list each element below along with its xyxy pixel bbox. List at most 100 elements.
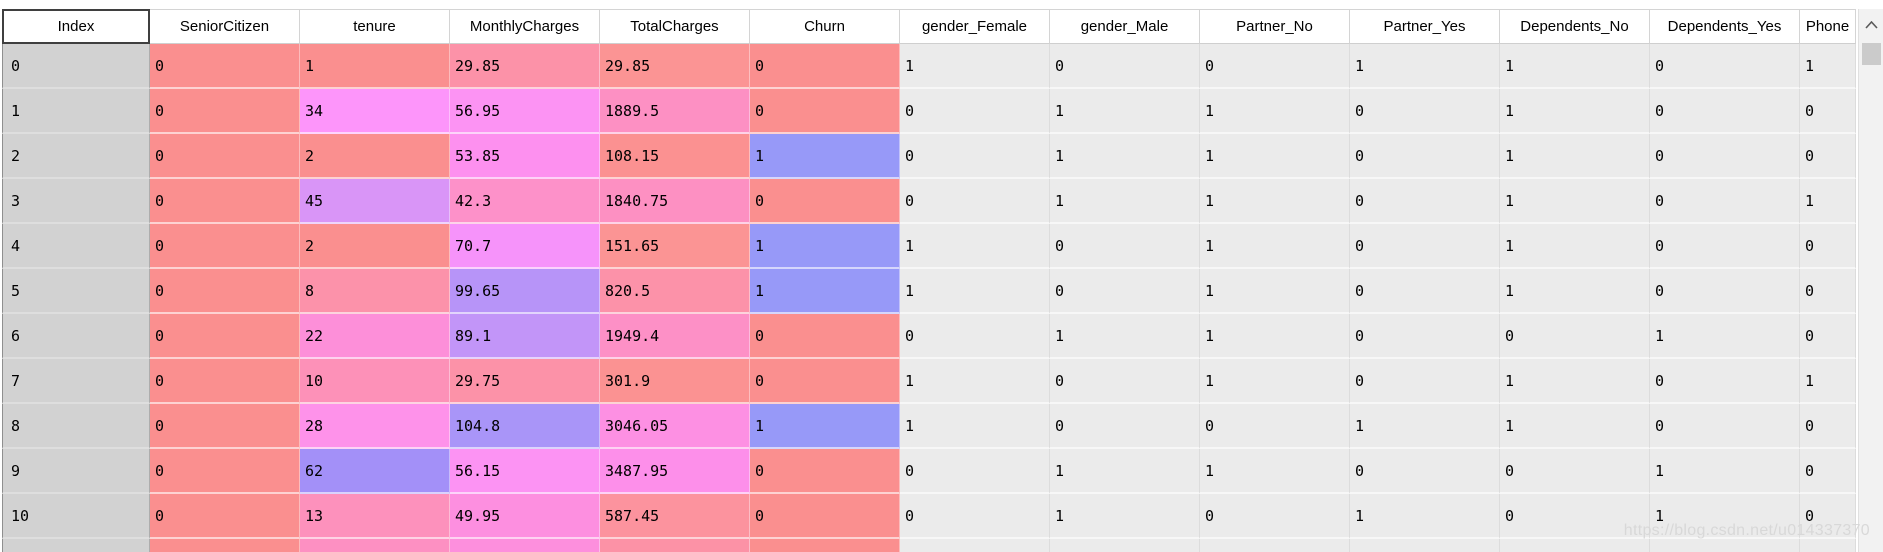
table-cell[interactable]: 70.7 [450,224,600,269]
table-cell[interactable]: 1 [1200,359,1350,404]
row-index[interactable]: 1 [2,89,150,134]
table-cell[interactable]: 1 [1050,179,1200,224]
table-cell[interactable] [150,539,300,552]
table-cell[interactable]: 301.9 [600,359,750,404]
table-cell[interactable]: 0 [1800,404,1856,449]
row-index[interactable]: 6 [2,314,150,359]
table-cell[interactable]: 45 [300,179,450,224]
table-cell[interactable]: 1 [1200,224,1350,269]
table-cell[interactable]: 0 [900,179,1050,224]
table-cell[interactable]: 108.15 [600,134,750,179]
table-cell[interactable]: 0 [1650,224,1800,269]
table-cell[interactable]: 820.5 [600,269,750,314]
column-header-gender_female[interactable]: gender_Female [900,9,1050,44]
row-index[interactable]: 4 [2,224,150,269]
table-cell[interactable]: 0 [900,449,1050,494]
table-cell[interactable]: 1 [1350,494,1500,539]
table-cell[interactable]: 1 [1050,494,1200,539]
table-cell[interactable]: 1 [1800,359,1856,404]
table-cell[interactable]: 0 [1800,494,1856,539]
table-cell[interactable]: 1 [1500,269,1650,314]
table-cell[interactable]: 0 [750,449,900,494]
table-cell[interactable]: 0 [900,134,1050,179]
table-cell[interactable]: 0 [750,314,900,359]
table-cell[interactable]: 1 [1050,89,1200,134]
column-header-partner_no[interactable]: Partner_No [1200,9,1350,44]
table-cell[interactable]: 53.85 [450,134,600,179]
table-cell[interactable] [1650,539,1800,552]
table-cell[interactable]: 0 [1500,314,1650,359]
table-cell[interactable]: 0 [1350,134,1500,179]
table-cell[interactable]: 1 [1200,314,1350,359]
table-cell[interactable]: 1 [900,359,1050,404]
table-cell[interactable]: 1 [750,269,900,314]
table-cell[interactable]: 42.3 [450,179,600,224]
table-cell[interactable]: 29.85 [450,44,600,89]
table-cell[interactable]: 0 [150,179,300,224]
table-cell[interactable]: 0 [1800,449,1856,494]
table-cell[interactable]: 29.85 [600,44,750,89]
column-header-churn[interactable]: Churn [750,9,900,44]
row-index[interactable]: 5 [2,269,150,314]
table-cell[interactable]: 1 [1500,44,1650,89]
table-cell[interactable]: 1949.4 [600,314,750,359]
table-cell[interactable] [1050,539,1200,552]
table-cell[interactable]: 1840.75 [600,179,750,224]
table-cell[interactable]: 2 [300,134,450,179]
table-cell[interactable]: 1 [1200,179,1350,224]
table-cell[interactable]: 1 [900,224,1050,269]
table-cell[interactable]: 0 [1650,44,1800,89]
table-cell[interactable]: 0 [1350,269,1500,314]
table-cell[interactable]: 1 [750,224,900,269]
table-cell[interactable]: 1 [1500,359,1650,404]
table-cell[interactable] [450,539,600,552]
row-index[interactable] [2,539,150,552]
table-cell[interactable]: 1 [1500,179,1650,224]
table-cell[interactable]: 0 [1050,404,1200,449]
table-cell[interactable]: 0 [900,494,1050,539]
table-cell[interactable] [1200,539,1350,552]
table-cell[interactable]: 0 [1650,179,1800,224]
column-header-partner_yes[interactable]: Partner_Yes [1350,9,1500,44]
table-cell[interactable]: 10 [300,359,450,404]
table-cell[interactable]: 0 [750,89,900,134]
table-cell[interactable]: 1 [1200,134,1350,179]
table-cell[interactable]: 0 [150,404,300,449]
table-cell[interactable]: 0 [1650,269,1800,314]
table-cell[interactable]: 1889.5 [600,89,750,134]
table-cell[interactable]: 0 [1350,314,1500,359]
table-cell[interactable]: 99.65 [450,269,600,314]
table-cell[interactable]: 0 [750,494,900,539]
table-cell[interactable]: 0 [150,494,300,539]
table-cell[interactable]: 0 [1800,89,1856,134]
table-cell[interactable]: 1 [1650,314,1800,359]
table-cell[interactable]: 0 [1800,134,1856,179]
table-cell[interactable]: 0 [150,359,300,404]
table-cell[interactable]: 0 [750,179,900,224]
table-cell[interactable] [300,539,450,552]
row-index[interactable]: 10 [2,494,150,539]
table-cell[interactable]: 0 [900,89,1050,134]
table-cell[interactable]: 0 [150,449,300,494]
table-cell[interactable]: 62 [300,449,450,494]
table-cell[interactable]: 0 [1350,179,1500,224]
table-cell[interactable]: 1 [1500,89,1650,134]
table-cell[interactable]: 0 [1500,494,1650,539]
table-cell[interactable]: 29.75 [450,359,600,404]
table-cell[interactable]: 0 [150,134,300,179]
table-cell[interactable]: 1 [1500,134,1650,179]
table-cell[interactable]: 3487.95 [600,449,750,494]
table-cell[interactable]: 1 [1200,89,1350,134]
column-header-monthlycharges[interactable]: MonthlyCharges [450,9,600,44]
table-cell[interactable] [1500,539,1650,552]
table-cell[interactable]: 49.95 [450,494,600,539]
column-header-tenure[interactable]: tenure [300,9,450,44]
table-cell[interactable]: 587.45 [600,494,750,539]
table-cell[interactable] [900,539,1050,552]
table-cell[interactable]: 1 [1500,404,1650,449]
table-cell[interactable]: 1 [1200,449,1350,494]
column-header-dependents_no[interactable]: Dependents_No [1500,9,1650,44]
table-cell[interactable]: 1 [1800,44,1856,89]
table-cell[interactable]: 1 [750,134,900,179]
scrollbar-thumb[interactable] [1862,43,1881,65]
